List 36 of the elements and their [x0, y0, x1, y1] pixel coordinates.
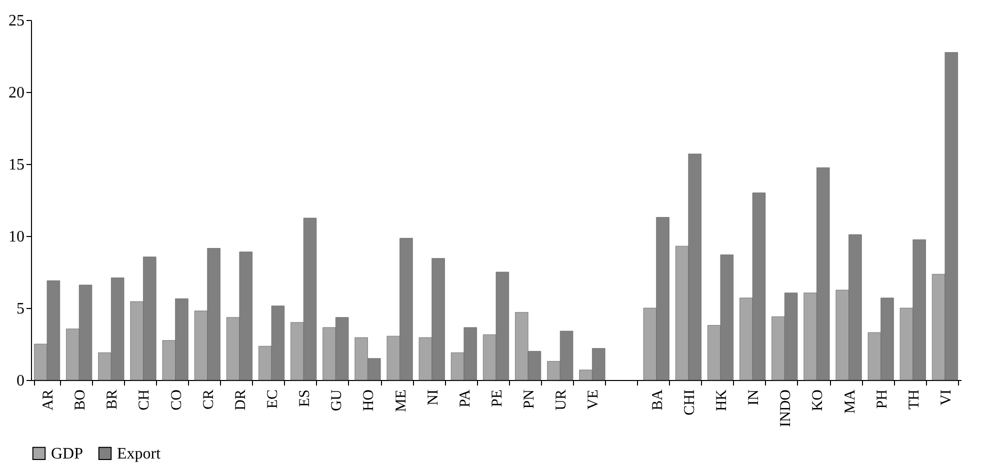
x-tick-label: VE: [586, 390, 602, 410]
y-tick-label: 0: [16, 372, 24, 390]
x-tick-label: CH: [136, 389, 153, 410]
x-tick-label: HK: [714, 389, 730, 412]
x-tick-label: HO: [361, 389, 378, 412]
x-tick-label: IN: [746, 389, 762, 406]
y-tick-label: 15: [8, 156, 24, 174]
x-tick-label: PN: [522, 389, 538, 409]
x-tick-label: TH: [906, 389, 922, 410]
x-tick-label: VI: [938, 389, 954, 406]
x-tick-label: MA: [842, 389, 858, 414]
legend-label: GDP: [51, 445, 84, 462]
x-tick-label: GU: [329, 389, 346, 412]
x-tick-label: CHI: [682, 390, 698, 416]
y-tick-label: 25: [8, 12, 24, 30]
x-tick-label: BA: [650, 389, 666, 410]
x-tick-label: PA: [457, 389, 474, 408]
x-tick-label: KO: [810, 389, 826, 412]
x-tick-label: UR: [554, 390, 570, 410]
x-tick-label: ES: [297, 390, 314, 408]
x-tick-label: ME: [393, 390, 410, 412]
x-tick-label: PH: [874, 389, 890, 409]
y-tick-label: 5: [16, 300, 24, 318]
y-tick-label: 10: [8, 228, 24, 246]
x-tick-label: DR: [232, 390, 249, 410]
x-tick-label: CR: [200, 390, 217, 410]
x-tick-label: BO: [72, 389, 89, 410]
x-tick-label: CO: [168, 389, 185, 410]
x-tick-label: BR: [104, 390, 121, 410]
x-tick-label: NI: [425, 389, 442, 406]
x-tick-label: PE: [490, 390, 506, 408]
y-tick-label: 20: [8, 84, 24, 102]
x-tick-label: AR: [40, 390, 57, 410]
x-tick-label: INDO: [778, 389, 794, 427]
legend-label: Export: [117, 445, 162, 462]
x-tick-label: EC: [265, 390, 282, 409]
